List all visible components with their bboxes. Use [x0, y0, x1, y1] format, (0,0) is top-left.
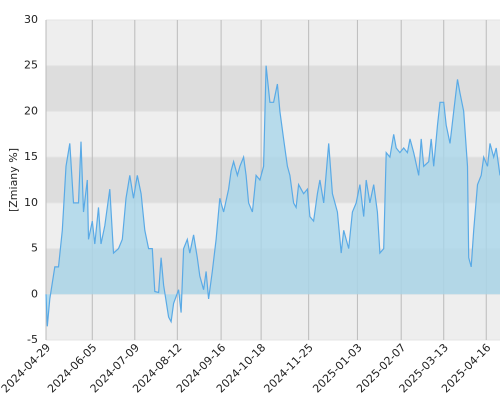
- x-tick-label: 2024-11-25: [261, 341, 315, 395]
- y-tick-label: -5: [27, 333, 38, 346]
- band: [46, 294, 500, 340]
- band: [46, 20, 500, 66]
- line: [45, 65, 500, 327]
- y-tick-label: 0: [31, 287, 38, 300]
- y-tick-label: 15: [24, 150, 38, 163]
- y-tick-label: 20: [24, 104, 38, 117]
- y-axis-label: [Zmiany %]: [7, 148, 20, 212]
- y-tick-label: 10: [24, 196, 38, 209]
- y-tick-label: 5: [31, 242, 38, 255]
- area-fill: [46, 65, 500, 327]
- y-tick-label: 30: [24, 13, 38, 26]
- y-tick-label: 25: [24, 59, 38, 72]
